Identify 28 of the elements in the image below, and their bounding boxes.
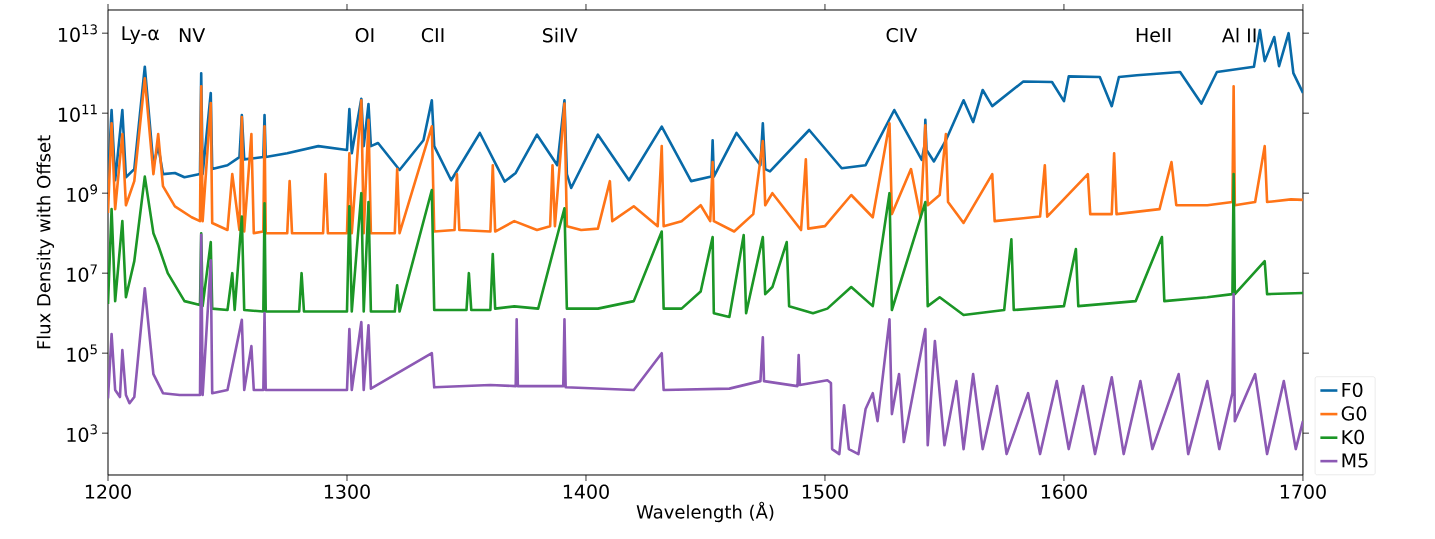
annotation: Al II — [1222, 27, 1256, 43]
x-tick-label: 1500 — [802, 484, 848, 499]
annotation: CII — [421, 27, 444, 43]
y-axis-title: Flux Density with Offset — [36, 135, 55, 349]
legend-label: K0 — [1342, 429, 1364, 445]
y-tick-label: 10$^{5}$ — [67, 344, 97, 362]
x-tick-label: 1400 — [563, 484, 609, 499]
annotation: HeII — [1136, 28, 1171, 43]
x-tick-label: 1200 — [85, 484, 131, 499]
annotation: CIV — [886, 27, 918, 43]
line-series — [108, 77, 1303, 235]
x-tick-label: 1300 — [324, 484, 370, 499]
legend-label: G0 — [1341, 406, 1367, 421]
legend-label: M5 — [1342, 453, 1368, 468]
y-tick-label: 10$^{11}$ — [58, 104, 97, 122]
annotation: SiIV — [542, 27, 578, 43]
x-axis-title: Wavelength (Å) — [636, 501, 774, 523]
annotation: OI — [355, 27, 374, 43]
y-tick-label: 10$^{3}$ — [67, 424, 97, 442]
y-tick-label: 10$^{9}$ — [67, 184, 98, 202]
x-tick-label: 1700 — [1280, 484, 1326, 499]
legend-label: F0 — [1342, 382, 1363, 398]
y-tick-label: 10$^{13}$ — [58, 24, 97, 42]
annotation: Ly-α — [122, 26, 159, 45]
line-series — [108, 172, 1303, 319]
annotation: NV — [179, 28, 206, 43]
x-tick-label: 1600 — [1041, 484, 1087, 499]
y-tick-label: 10$^{7}$ — [67, 264, 97, 282]
